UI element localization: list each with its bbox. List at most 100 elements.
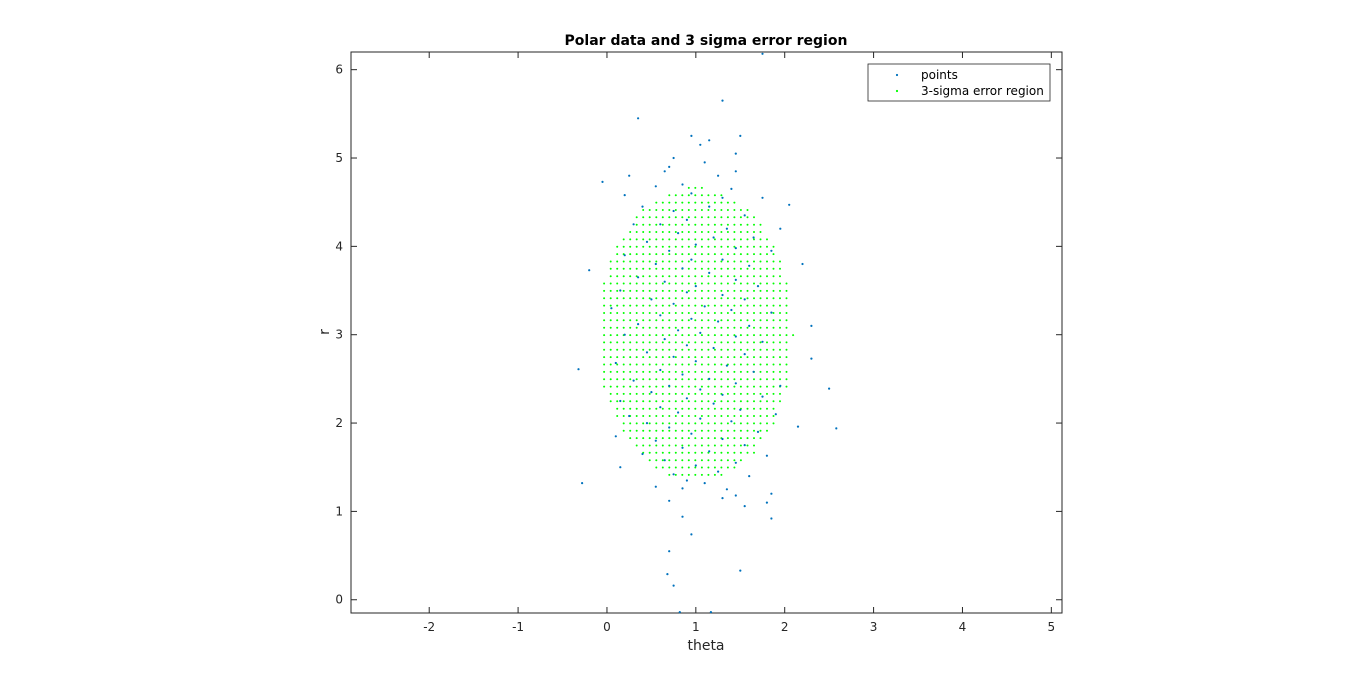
- error-region-dot: [681, 319, 684, 322]
- error-region-dot: [661, 275, 664, 278]
- error-region-dot: [681, 356, 684, 359]
- error-region-dot: [629, 422, 632, 425]
- error-region-dot: [674, 348, 677, 351]
- error-region-dot: [629, 231, 632, 233]
- error-region-dot: [648, 275, 651, 278]
- scatter-point: [708, 377, 711, 380]
- error-region-dot: [622, 312, 625, 314]
- error-region-dot: [694, 231, 697, 233]
- chart-title: Polar data and 3 sigma error region: [565, 33, 848, 49]
- error-region-dot: [772, 319, 775, 322]
- error-region-dot: [707, 275, 710, 278]
- error-region-dot: [674, 312, 677, 314]
- error-region-dot: [785, 289, 788, 292]
- scatter-point: [668, 249, 671, 252]
- error-region-dot: [726, 459, 729, 462]
- error-region-dot: [661, 201, 664, 204]
- error-region-dot: [700, 326, 703, 329]
- error-region-dot: [629, 245, 632, 248]
- error-region-dot: [772, 289, 775, 292]
- scatter-point: [739, 134, 742, 137]
- error-region-dot: [635, 356, 638, 359]
- error-region-dot: [661, 348, 664, 351]
- error-region-dot: [681, 209, 684, 211]
- scatter-point: [734, 247, 737, 250]
- scatter-point: [672, 209, 675, 213]
- error-region-dot: [739, 209, 742, 211]
- error-region-dot: [694, 392, 697, 395]
- error-region-dot: [726, 415, 729, 417]
- scatter-point: [828, 387, 831, 390]
- error-region-dot: [720, 334, 723, 337]
- error-region-dot: [739, 459, 742, 462]
- error-region-dot: [648, 312, 651, 314]
- error-region-dot: [687, 392, 690, 395]
- error-region-dot: [687, 444, 690, 447]
- error-region-dot: [753, 326, 755, 329]
- error-region-dot: [707, 209, 710, 211]
- error-region-dot: [700, 348, 703, 351]
- error-region-dot: [746, 444, 749, 447]
- error-region-dot: [681, 378, 684, 381]
- scatter-point: [681, 183, 684, 186]
- error-region-dot: [668, 319, 671, 322]
- error-region-dot: [733, 216, 736, 219]
- error-region-dot: [635, 437, 638, 440]
- error-region-dot: [668, 231, 671, 233]
- error-region-dot: [792, 334, 795, 337]
- error-region-dot: [766, 422, 768, 425]
- scatter-point: [668, 426, 671, 429]
- error-region-dot: [674, 341, 677, 344]
- scatter-point: [685, 218, 689, 221]
- scatter-point: [645, 422, 649, 425]
- error-region-dot: [609, 334, 612, 337]
- error-region-dot: [739, 245, 742, 248]
- error-region-dot: [661, 459, 664, 462]
- error-region-dot: [746, 223, 749, 226]
- error-region-dot: [713, 231, 716, 233]
- scatter-point: [756, 430, 760, 433]
- error-region-dot: [713, 341, 716, 344]
- scatter-point: [659, 368, 662, 372]
- error-region-dot: [726, 407, 729, 410]
- error-region-dot: [648, 238, 651, 241]
- error-region-dot: [635, 415, 638, 417]
- error-region-dot: [739, 341, 742, 344]
- error-region-dot: [635, 363, 638, 366]
- error-region-dot: [616, 415, 619, 417]
- error-region-dot: [713, 363, 716, 366]
- error-region-dot: [707, 400, 710, 403]
- error-region-dot: [629, 267, 632, 270]
- error-region-dot: [668, 363, 671, 366]
- scatter-point: [654, 485, 657, 488]
- scatter-point: [694, 243, 697, 246]
- error-region-dot: [674, 400, 677, 403]
- error-region-dot: [766, 415, 768, 417]
- error-region-dot: [707, 216, 710, 219]
- error-region-dot: [635, 326, 638, 329]
- error-region-dot: [759, 223, 762, 226]
- error-region-dot: [674, 304, 677, 307]
- error-region-dot: [726, 341, 729, 344]
- scatter-point: [623, 254, 626, 257]
- error-region-dot: [739, 370, 742, 373]
- error-region-dot: [622, 415, 625, 417]
- error-region-dot: [726, 260, 729, 263]
- error-region-dot: [772, 348, 775, 351]
- error-region-dot: [635, 334, 638, 337]
- error-region-dot: [700, 209, 703, 211]
- error-region-dot: [713, 415, 716, 417]
- error-region-dot: [766, 356, 768, 359]
- error-region-dot: [687, 223, 690, 226]
- error-region-dot: [687, 429, 690, 432]
- error-region-dot: [726, 216, 729, 219]
- error-region-dot: [681, 370, 684, 373]
- error-region-dot: [746, 437, 749, 440]
- error-region-dot: [655, 326, 658, 329]
- scatter-point: [685, 344, 689, 347]
- error-region-dot: [616, 348, 619, 351]
- error-region-dot: [713, 275, 716, 278]
- error-region-dot: [674, 407, 677, 410]
- error-region-dot: [772, 370, 775, 373]
- error-region-dot: [661, 260, 664, 263]
